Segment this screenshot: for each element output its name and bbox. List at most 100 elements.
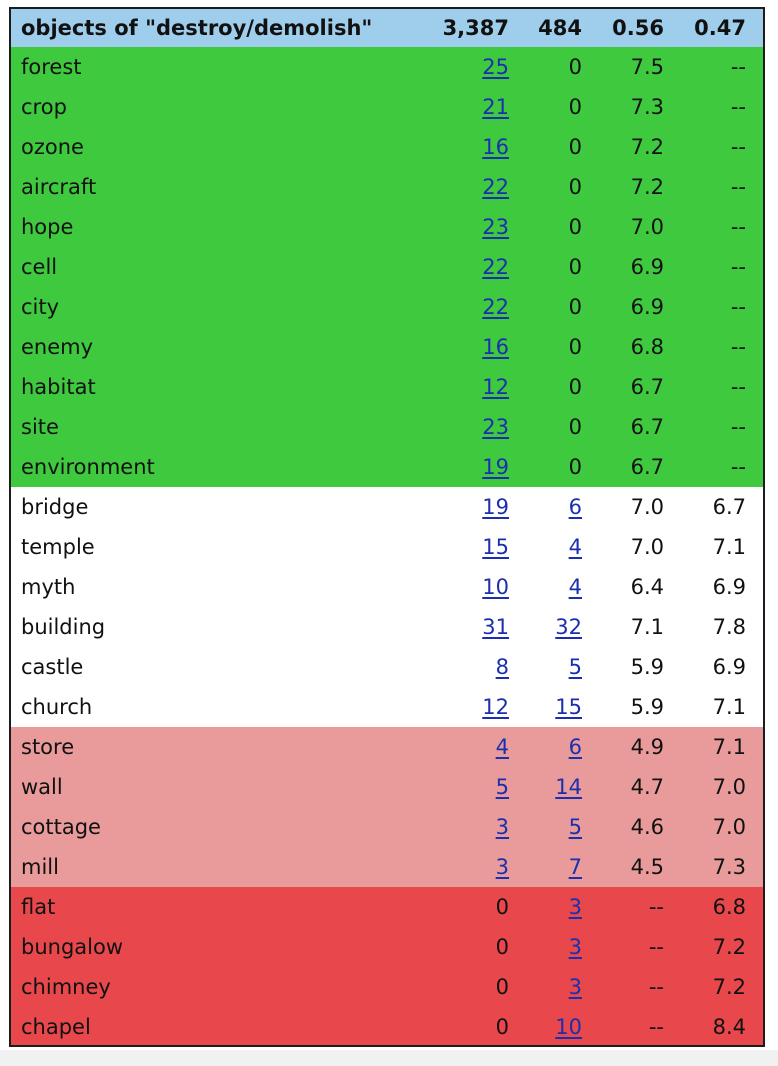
count-b-link[interactable]: 3 xyxy=(568,895,582,919)
table-row: temple 15 4 7.0 7.1 xyxy=(11,527,763,567)
count-b-link[interactable]: 32 xyxy=(555,615,582,639)
count-a-link[interactable]: 16 xyxy=(482,135,509,159)
count-a-link[interactable]: 22 xyxy=(482,255,509,279)
header-total-a: 3,387 xyxy=(442,16,509,40)
count-b-cell: 5 xyxy=(509,815,582,839)
count-a-link[interactable]: 19 xyxy=(482,495,509,519)
score-c-cell: 7.0 xyxy=(630,495,664,519)
score-d-cell: -- xyxy=(730,95,746,119)
count-a-cell: 23 xyxy=(421,215,509,239)
count-a-cell: 12 xyxy=(421,695,509,719)
count-b-cell: 0 xyxy=(568,255,582,279)
count-b-link[interactable]: 10 xyxy=(555,1015,582,1039)
count-b-link[interactable]: 6 xyxy=(568,735,582,759)
count-a-link[interactable]: 22 xyxy=(482,175,509,199)
count-a-cell: 16 xyxy=(421,335,509,359)
count-a-link[interactable]: 22 xyxy=(482,295,509,319)
count-a-link[interactable]: 10 xyxy=(482,575,509,599)
count-b-cell: 3 xyxy=(509,895,582,919)
count-b-cell: 0 xyxy=(568,135,582,159)
count-b-cell: 14 xyxy=(509,775,582,799)
count-b-cell: 0 xyxy=(568,335,582,359)
row-word: store xyxy=(21,735,75,759)
score-c-cell: -- xyxy=(648,975,664,999)
table-row: church 12 15 5.9 7.1 xyxy=(11,687,763,727)
score-d-cell: -- xyxy=(730,215,746,239)
count-b-link[interactable]: 3 xyxy=(568,975,582,999)
count-a-link[interactable]: 21 xyxy=(482,95,509,119)
count-a-cell: 15 xyxy=(421,535,509,559)
count-b-link[interactable]: 15 xyxy=(555,695,582,719)
score-c-cell: 6.9 xyxy=(630,295,664,319)
row-word: environment xyxy=(21,455,155,479)
score-d-cell: 8.4 xyxy=(712,1015,746,1039)
table-row: bridge 19 6 7.0 6.7 xyxy=(11,487,763,527)
score-c-cell: 4.6 xyxy=(630,815,664,839)
count-b-link[interactable]: 3 xyxy=(568,935,582,959)
table-row: cell 22 0 6.9 -- xyxy=(11,247,763,287)
row-word: ozone xyxy=(21,135,84,159)
count-a-link[interactable]: 12 xyxy=(482,375,509,399)
table-row: enemy 16 0 6.8 -- xyxy=(11,327,763,367)
count-b-cell: 7 xyxy=(509,855,582,879)
count-a-cell: 22 xyxy=(421,175,509,199)
score-d-cell: -- xyxy=(730,135,746,159)
count-b-link[interactable]: 14 xyxy=(555,775,582,799)
score-d-cell: 6.9 xyxy=(712,575,746,599)
row-word: bridge xyxy=(21,495,89,519)
table-body: forest 25 0 7.5 -- crop 21 0 7.3 -- ozone 16 0 7.2 -- a… xyxy=(11,47,763,1045)
score-d-cell: 6.8 xyxy=(712,895,746,919)
count-a-link[interactable]: 31 xyxy=(482,615,509,639)
score-c-cell: 7.3 xyxy=(630,95,664,119)
count-b-cell: 3 xyxy=(509,975,582,999)
table-row: cottage 3 5 4.6 7.0 xyxy=(11,807,763,847)
count-a-cell: 4 xyxy=(421,735,509,759)
score-c-cell: 6.8 xyxy=(630,335,664,359)
row-word: hope xyxy=(21,215,74,239)
count-a-link[interactable]: 3 xyxy=(495,855,509,879)
row-word: aircraft xyxy=(21,175,97,199)
count-a-link[interactable]: 3 xyxy=(495,815,509,839)
count-b-link[interactable]: 6 xyxy=(568,495,582,519)
count-b-link[interactable]: 5 xyxy=(568,815,582,839)
collocation-table: objects of "destroy/demolish" 3,387 484 … xyxy=(9,7,765,1047)
score-c-cell: 7.1 xyxy=(630,615,664,639)
count-b-cell: 4 xyxy=(509,575,582,599)
row-word: city xyxy=(21,295,60,319)
count-b-link[interactable]: 4 xyxy=(568,535,582,559)
score-c-cell: 6.9 xyxy=(630,255,664,279)
count-a-link[interactable]: 16 xyxy=(482,335,509,359)
count-b-link[interactable]: 7 xyxy=(568,855,582,879)
count-a-link[interactable]: 5 xyxy=(495,775,509,799)
score-c-cell: 7.0 xyxy=(630,535,664,559)
score-d-cell: 7.8 xyxy=(712,615,746,639)
table-row: store 4 6 4.9 7.1 xyxy=(11,727,763,767)
row-word: cottage xyxy=(21,815,101,839)
count-a-link[interactable]: 23 xyxy=(482,215,509,239)
count-a-link[interactable]: 15 xyxy=(482,535,509,559)
count-a-cell: 12 xyxy=(421,375,509,399)
score-c-cell: -- xyxy=(648,895,664,919)
count-b-link[interactable]: 4 xyxy=(568,575,582,599)
count-a-link[interactable]: 4 xyxy=(495,735,509,759)
count-a-link[interactable]: 25 xyxy=(482,55,509,79)
row-word: myth xyxy=(21,575,76,599)
score-c-cell: 7.2 xyxy=(630,175,664,199)
count-b-cell: 5 xyxy=(509,655,582,679)
table-row: environment 19 0 6.7 -- xyxy=(11,447,763,487)
row-word: temple xyxy=(21,535,95,559)
count-a-cell: 21 xyxy=(421,95,509,119)
score-d-cell: 7.1 xyxy=(712,695,746,719)
count-b-link[interactable]: 5 xyxy=(568,655,582,679)
row-word: building xyxy=(21,615,106,639)
count-a-link[interactable]: 19 xyxy=(482,455,509,479)
count-a-link[interactable]: 12 xyxy=(482,695,509,719)
row-word: mill xyxy=(21,855,59,879)
count-a-link[interactable]: 8 xyxy=(495,655,509,679)
table-row: mill 3 7 4.5 7.3 xyxy=(11,847,763,887)
table-header: objects of "destroy/demolish" 3,387 484 … xyxy=(11,9,763,47)
count-a-cell: 22 xyxy=(421,255,509,279)
table-row: habitat 12 0 6.7 -- xyxy=(11,367,763,407)
count-a-link[interactable]: 23 xyxy=(482,415,509,439)
score-d-cell: 7.1 xyxy=(712,735,746,759)
